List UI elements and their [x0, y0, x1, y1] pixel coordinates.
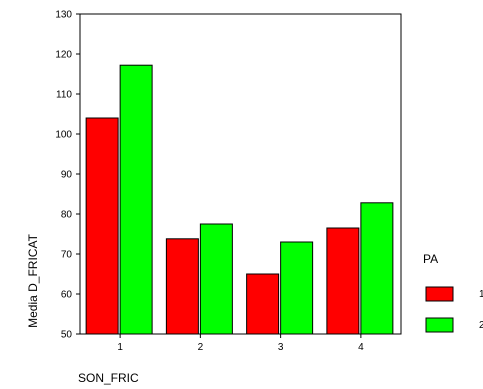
legend-label-2: 2 [479, 320, 483, 331]
y-tick-label: 80 [61, 210, 73, 221]
x-tick-label: 1 [117, 342, 123, 353]
y-axis-label: Media D_FRICAT [26, 233, 40, 327]
bar-series-1-cat-4 [327, 228, 359, 334]
bar-series-2-cat-1 [120, 65, 152, 334]
legend-swatch-2 [426, 318, 453, 332]
bar-series-2-cat-2 [200, 224, 232, 334]
y-tick-label: 50 [61, 330, 73, 341]
legend-title: PA [423, 252, 438, 266]
bar-series-1-cat-1 [86, 118, 118, 334]
y-tick-label: 100 [55, 130, 72, 141]
x-axis-label: SON_FRIC [78, 371, 139, 385]
legend-label-1: 1 [479, 289, 483, 300]
bar-series-1-cat-2 [166, 239, 198, 334]
x-tick-label: 3 [278, 342, 284, 353]
y-tick-label: 90 [61, 170, 73, 181]
bar-series-2-cat-3 [281, 242, 313, 334]
y-tick-label: 120 [55, 50, 72, 61]
x-axis: 1 2 3 4 [117, 334, 364, 353]
bar-series-1-cat-3 [247, 274, 279, 334]
legend-swatch-1 [426, 287, 453, 301]
x-tick-label: 2 [198, 342, 204, 353]
y-tick-label: 130 [55, 10, 72, 21]
y-tick-label: 110 [56, 90, 72, 101]
y-tick-label: 60 [61, 290, 73, 301]
y-axis: 50 60 70 80 90 100 110 120 130 [55, 10, 80, 341]
x-tick-label: 4 [358, 342, 364, 353]
y-tick-label: 70 [61, 250, 73, 261]
legend: PA 1 2 [423, 252, 483, 332]
bar-series-2-cat-4 [361, 203, 393, 334]
